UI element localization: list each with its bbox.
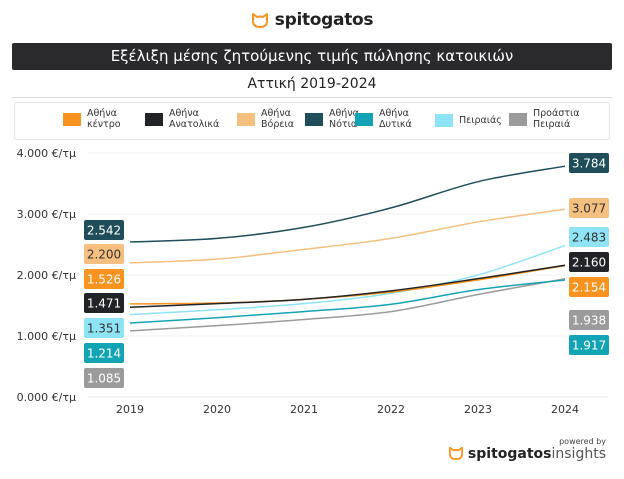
end-value-label-box: [569, 153, 609, 173]
footer: powered by spitogatosinsights: [448, 437, 606, 462]
end-value-label-box: [569, 252, 609, 272]
x-tick-label: 2022: [377, 403, 405, 416]
start-value-label-box: [84, 269, 124, 289]
legend-swatch: [355, 112, 373, 126]
start-value-label: 1.351: [87, 322, 121, 336]
start-value-label-box: [84, 368, 124, 388]
legend-swatch: [509, 112, 527, 126]
legend-swatch: [63, 112, 81, 126]
powered-by-text: powered by: [559, 437, 606, 446]
footer-brand: spitogatosinsights: [448, 446, 606, 462]
end-value-label: 3.077: [572, 202, 606, 216]
end-value-label: 1.917: [572, 339, 606, 353]
legend-item: Αθήνα Ανατολικά: [145, 108, 219, 130]
series-line: [129, 208, 566, 264]
end-value-label-box: [569, 310, 609, 330]
brand-logo: spitogatos: [0, 10, 624, 33]
legend-label: Αθήνα Ανατολικά: [169, 108, 220, 130]
start-value-label-box: [84, 220, 124, 240]
y-tick-label: 0.000 €/τμ: [17, 391, 76, 404]
legend-swatch: [237, 112, 255, 126]
y-tick-label: 1.000 €/τμ: [17, 330, 76, 343]
start-value-label: 2.200: [87, 248, 121, 262]
series-line: [129, 279, 566, 324]
legend-item: Πειραιάς: [435, 114, 502, 127]
legend-label: Αθήνα Δυτικά: [379, 108, 412, 130]
chart-subtitle: Αττική 2019-2024: [247, 76, 377, 92]
cat-logo-icon: [448, 446, 463, 460]
divider: [12, 97, 612, 98]
end-value-label-box: [569, 198, 609, 218]
end-value-label: 3.784: [572, 157, 606, 171]
legend-swatch: [435, 114, 453, 127]
legend-swatch: [305, 112, 323, 126]
x-tick-label: 2021: [290, 403, 318, 416]
legend-item: Αθήνα Δυτικά: [355, 108, 412, 130]
legend-label: Αθήνα κέντρο: [87, 108, 121, 130]
end-value-label: 2.160: [572, 256, 606, 270]
end-value-label-box: [569, 227, 609, 247]
start-value-label-box: [84, 244, 124, 264]
x-tick-label: 2019: [116, 403, 144, 416]
start-value-label: 1.471: [87, 297, 121, 311]
chart-title: Εξέλιξη μέσης ζητούμενης τιμής πώλησης κ…: [12, 43, 612, 70]
end-value-label: 2.483: [572, 231, 606, 245]
start-value-label: 1.085: [87, 372, 121, 386]
x-tick-label: 2020: [203, 403, 231, 416]
legend-swatch: [145, 112, 163, 126]
legend-item: Αθήνα Βόρεια: [237, 108, 294, 130]
legend-label: Αθήνα Βόρεια: [261, 108, 294, 130]
end-value-label-box: [569, 335, 609, 355]
end-value-label: 2.154: [572, 281, 606, 295]
footer-brand-name: spitogatos: [467, 446, 552, 462]
footer-brand-suffix: insights: [551, 446, 607, 462]
start-value-label: 1.214: [87, 347, 121, 361]
legend-item: Προάστια Πειραιά: [509, 108, 579, 130]
y-tick-label: 4.000 €/τμ: [17, 147, 76, 160]
series-line: [129, 244, 566, 316]
x-tick-label: 2024: [551, 403, 579, 416]
end-value-label: 1.938: [572, 314, 606, 328]
legend-label: Πειραιάς: [459, 115, 502, 126]
series-line: [129, 278, 566, 332]
start-value-label-box: [84, 318, 124, 338]
y-tick-label: 3.000 €/τμ: [17, 208, 76, 221]
legend-label: Αθήνα Νότια: [329, 108, 359, 130]
x-tick-label: 2023: [464, 403, 492, 416]
end-value-label-box: [569, 277, 609, 297]
series-line: [129, 264, 566, 305]
legend-label: Προάστια Πειραιά: [533, 108, 580, 130]
start-value-label-box: [84, 343, 124, 363]
cat-logo-icon: [251, 12, 269, 33]
start-value-label: 1.526: [87, 273, 121, 287]
logo-text: spitogatos: [274, 10, 374, 30]
legend-item: Αθήνα κέντρο: [63, 108, 121, 130]
legend-item: Αθήνα Νότια: [305, 108, 359, 130]
series-line: [129, 165, 566, 243]
start-value-label-box: [84, 293, 124, 313]
start-value-label: 2.542: [87, 224, 121, 238]
legend: Αθήνα κέντρο Αθήνα Ανατολικά Αθήνα Βόρεια Αθήν…: [14, 102, 610, 140]
y-tick-label: 2.000 €/τμ: [17, 269, 76, 282]
series-line: [129, 264, 566, 309]
